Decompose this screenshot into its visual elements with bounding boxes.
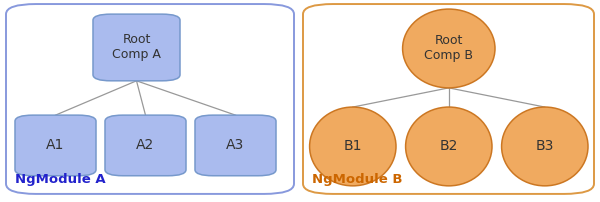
Text: B2: B2 [440, 139, 458, 154]
Text: Root
Comp B: Root Comp B [424, 35, 473, 62]
Ellipse shape [403, 9, 495, 88]
Text: B1: B1 [344, 139, 362, 154]
FancyBboxPatch shape [105, 115, 186, 176]
Text: NgModule A: NgModule A [15, 173, 106, 186]
Text: B3: B3 [536, 139, 554, 154]
Text: NgModule B: NgModule B [312, 173, 403, 186]
Ellipse shape [502, 107, 588, 186]
Text: A3: A3 [226, 138, 245, 153]
Ellipse shape [406, 107, 492, 186]
FancyBboxPatch shape [15, 115, 96, 176]
FancyBboxPatch shape [195, 115, 276, 176]
FancyBboxPatch shape [93, 14, 180, 81]
Ellipse shape [310, 107, 396, 186]
Text: A2: A2 [136, 138, 155, 153]
Text: A1: A1 [46, 138, 65, 153]
Text: Root
Comp A: Root Comp A [112, 34, 161, 61]
